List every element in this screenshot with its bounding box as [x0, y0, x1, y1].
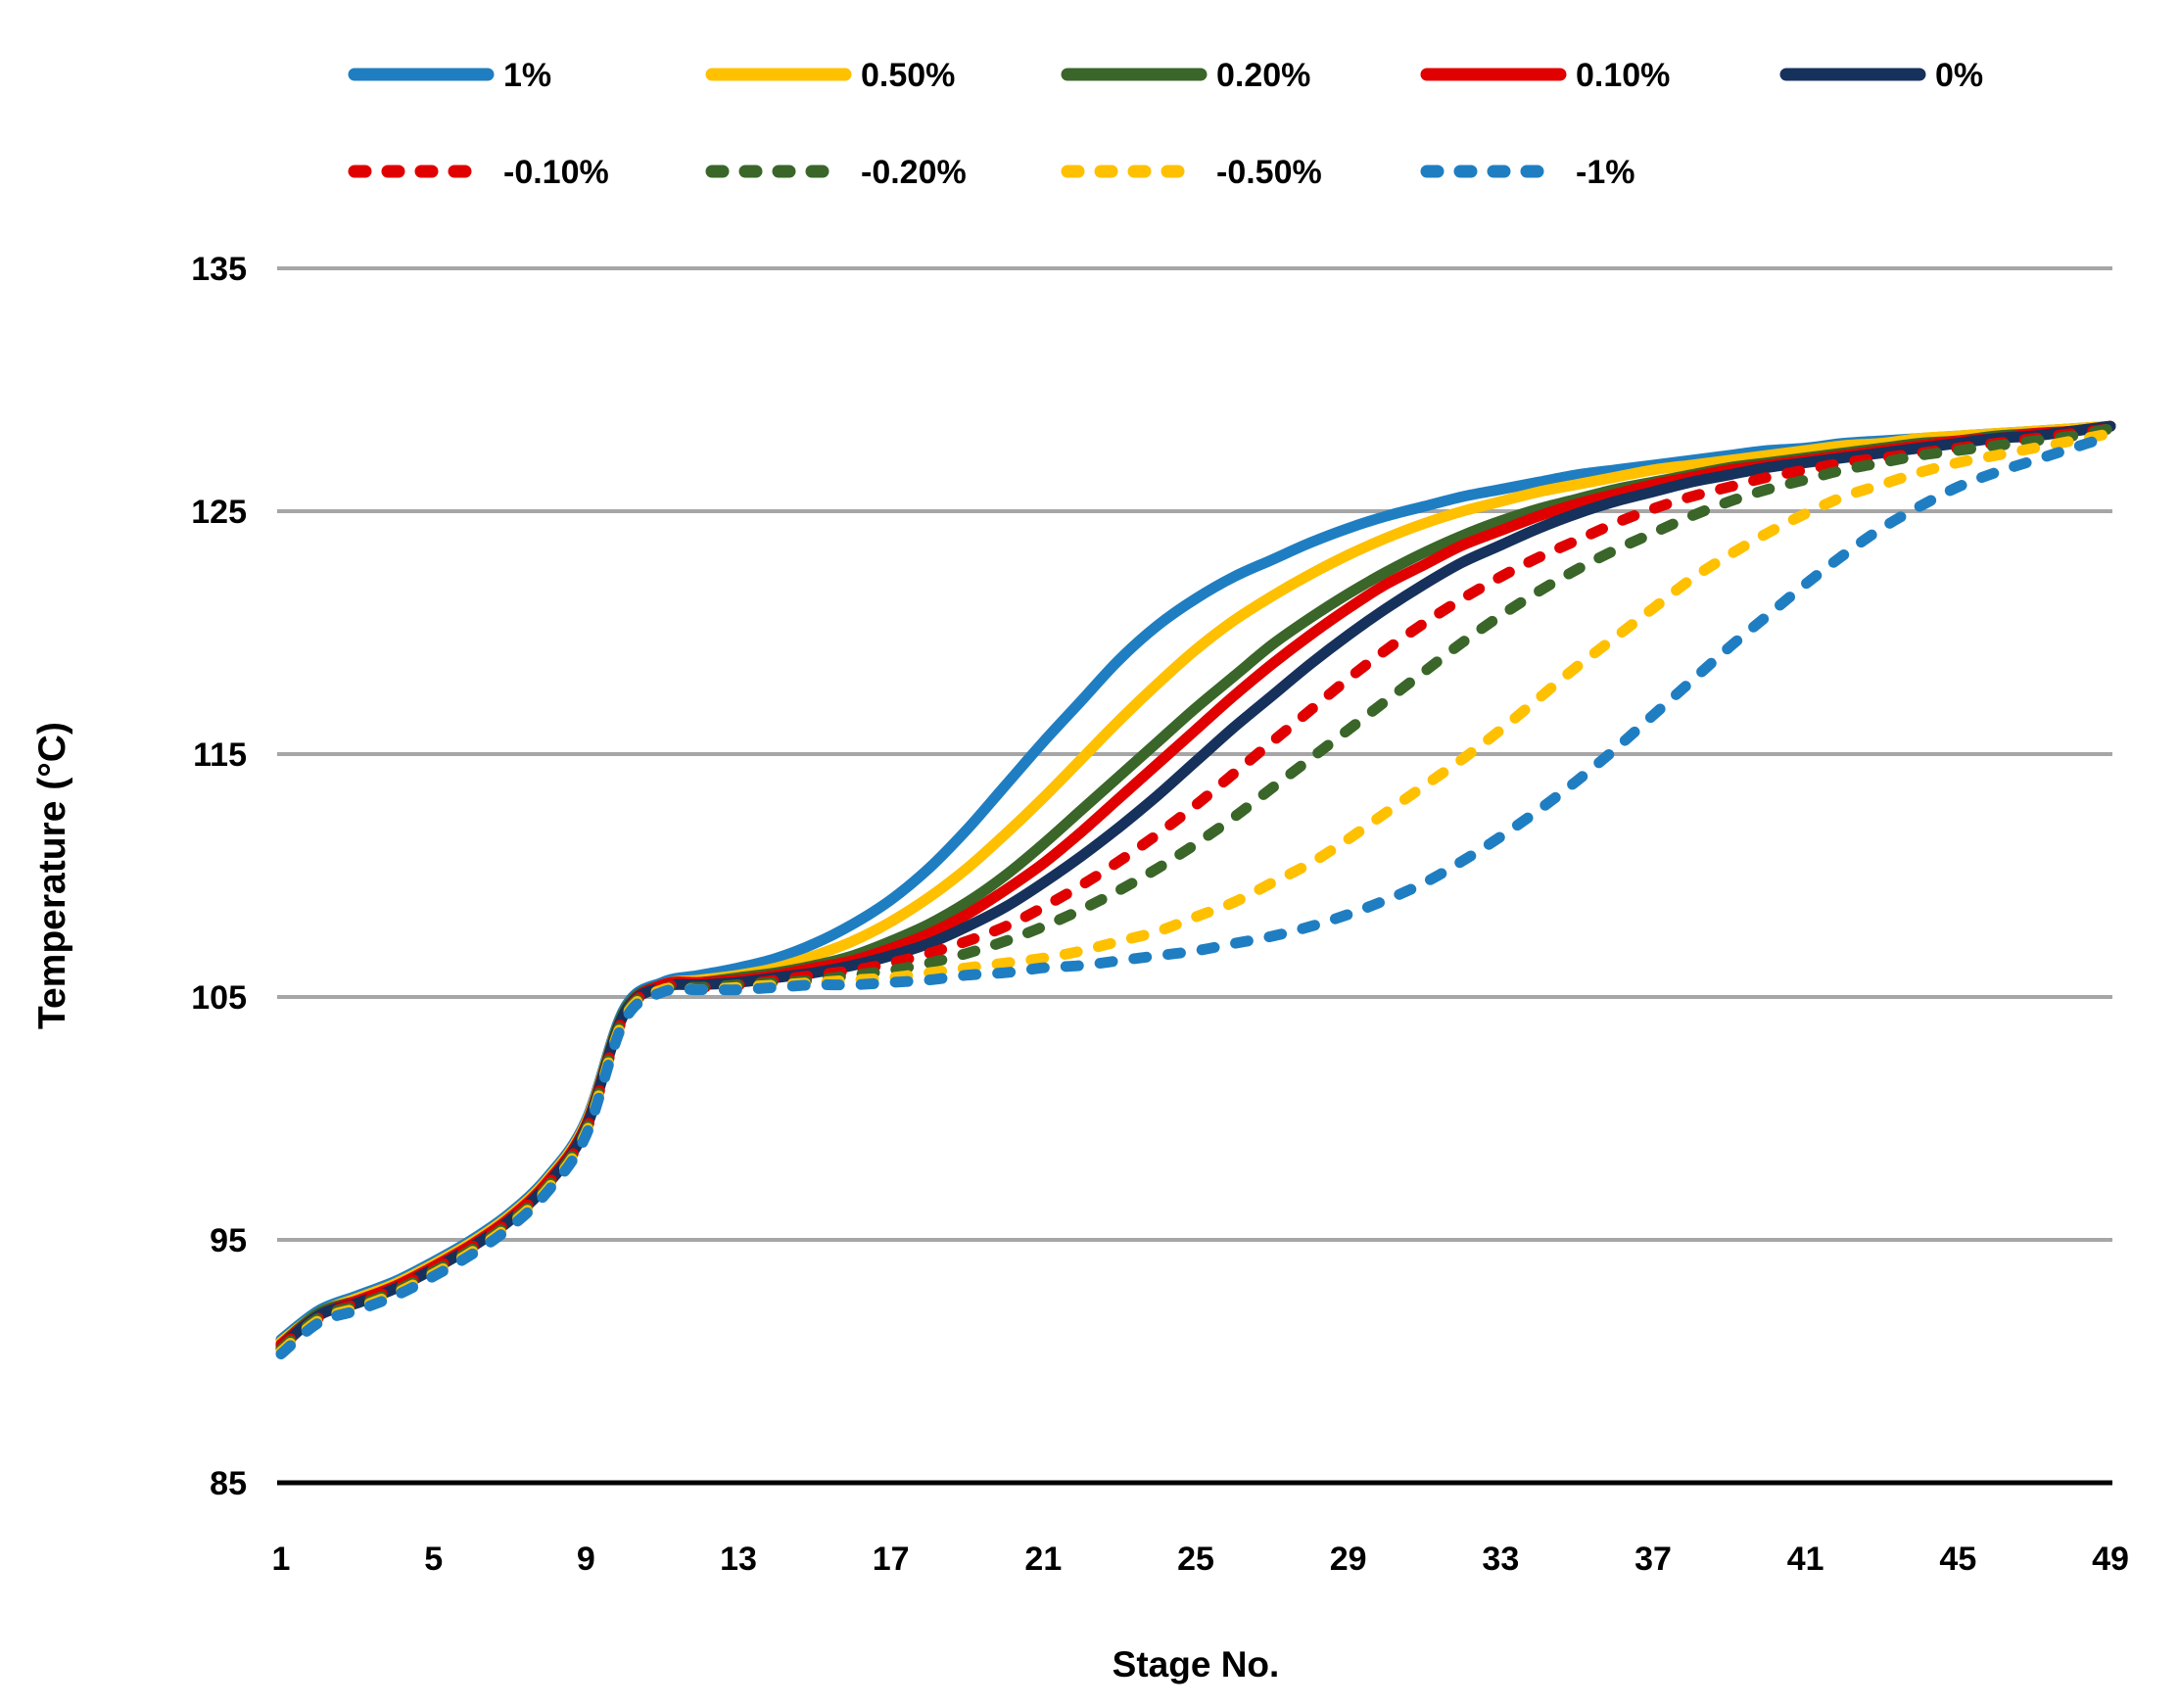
x-tick-label-17: 17	[873, 1541, 910, 1578]
x-tick-label-13: 13	[720, 1541, 757, 1578]
legend-label-0.20%: 0.20%	[1216, 57, 1310, 94]
legend-label--0.50%: -0.50%	[1216, 154, 1322, 191]
legend-label--0.20%: -0.20%	[861, 154, 967, 191]
x-tick-label-21: 21	[1024, 1541, 1062, 1578]
legend-label-1%: 1%	[503, 57, 551, 94]
y-tick-label-105: 105	[191, 979, 247, 1017]
x-tick-label-25: 25	[1177, 1541, 1214, 1578]
series-curve--1%	[275, 430, 2116, 1360]
y-tick-label-85: 85	[210, 1465, 247, 1502]
x-tick-label-45: 45	[1939, 1541, 1976, 1578]
y-axis-title: Temperature (°C)	[31, 722, 73, 1029]
x-tick-label-49: 49	[2092, 1541, 2129, 1578]
legend-label--0.10%: -0.10%	[503, 154, 609, 191]
y-tick-label-125: 125	[191, 494, 247, 531]
legend-label-0%: 0%	[1935, 57, 1983, 94]
x-tick-label-37: 37	[1634, 1541, 1672, 1578]
y-tick-label-115: 115	[193, 736, 247, 774]
x-tick-label-29: 29	[1330, 1541, 1367, 1578]
x-tick-label-1: 1	[272, 1541, 291, 1578]
x-tick-label-41: 41	[1787, 1541, 1824, 1578]
legend-label-0.50%: 0.50%	[861, 57, 955, 94]
y-tick-label-135: 135	[191, 251, 247, 288]
x-tick-label-33: 33	[1482, 1541, 1519, 1578]
y-tick-label-95: 95	[210, 1222, 247, 1259]
x-axis-title: Stage No.	[1113, 1644, 1280, 1684]
legend-label-0.10%: 0.10%	[1576, 57, 1670, 94]
series-curve--0.50%	[275, 428, 2116, 1357]
legend-label--1%: -1%	[1576, 154, 1634, 191]
x-tick-label-9: 9	[577, 1541, 595, 1578]
x-tick-label-5: 5	[424, 1541, 443, 1578]
